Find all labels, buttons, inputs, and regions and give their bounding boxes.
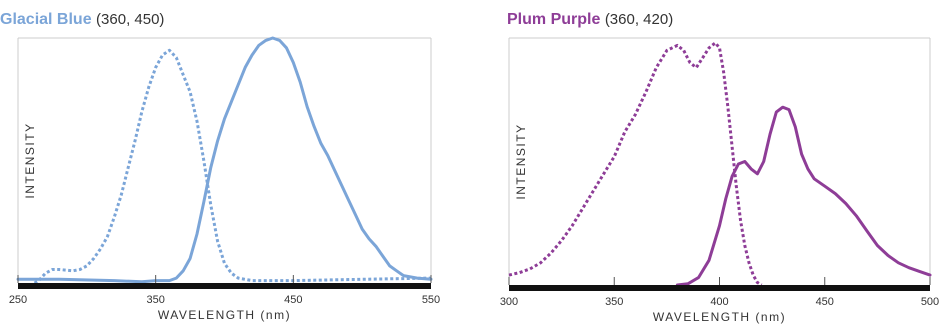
x-axis-bar bbox=[18, 283, 431, 289]
x-tick-label: 500 bbox=[921, 296, 939, 308]
dye-name: Glacial Blue bbox=[0, 11, 92, 28]
x-tick-label: 550 bbox=[422, 294, 440, 306]
x-tick-label: 450 bbox=[816, 296, 834, 308]
x-axis-bar bbox=[509, 285, 930, 291]
x-axis-label: WAVELENGTH (nm) bbox=[653, 310, 786, 324]
x-axis-label: WAVELENGTH (nm) bbox=[158, 308, 291, 322]
emission-spectrum-line bbox=[16, 36, 433, 284]
x-tick-label: 300 bbox=[500, 296, 518, 308]
chart-panel-right: Plum Purple (360, 420) 300 350 400 450 500 WA… bbox=[470, 0, 943, 333]
x-tick-label: 400 bbox=[710, 296, 728, 308]
excitation-spectrum-line bbox=[33, 48, 432, 285]
y-axis-label: INTENSITY bbox=[23, 122, 37, 198]
chart-panel-left: Glacial Blue (360, 450) 250 350 450 550 WAVE… bbox=[0, 0, 470, 333]
spectrum-chart: 250 350 450 550 WAVELENGTH (nm) INTENSITY bbox=[9, 36, 440, 322]
x-tick-label: 450 bbox=[284, 294, 302, 306]
emission-spectrum-line bbox=[675, 105, 932, 287]
x-tick-label: 250 bbox=[9, 294, 27, 306]
chart-title: Glacial Blue (360, 450) bbox=[0, 10, 164, 30]
dye-name: Plum Purple bbox=[507, 11, 601, 28]
y-axis-label: INTENSITY bbox=[514, 123, 528, 199]
x-tick-label: 350 bbox=[146, 294, 164, 306]
excitation-spectrum-line bbox=[508, 41, 763, 287]
chart-title: Plum Purple (360, 420) bbox=[507, 10, 673, 30]
spectrum-chart: 300 350 400 450 500 WAVELENGTH (nm) INTENSITY bbox=[500, 37, 939, 324]
excitation-emission-peaks: (360, 420) bbox=[604, 11, 674, 28]
x-tick-label: 350 bbox=[605, 296, 623, 308]
excitation-emission-peaks: (360, 450) bbox=[96, 11, 165, 28]
